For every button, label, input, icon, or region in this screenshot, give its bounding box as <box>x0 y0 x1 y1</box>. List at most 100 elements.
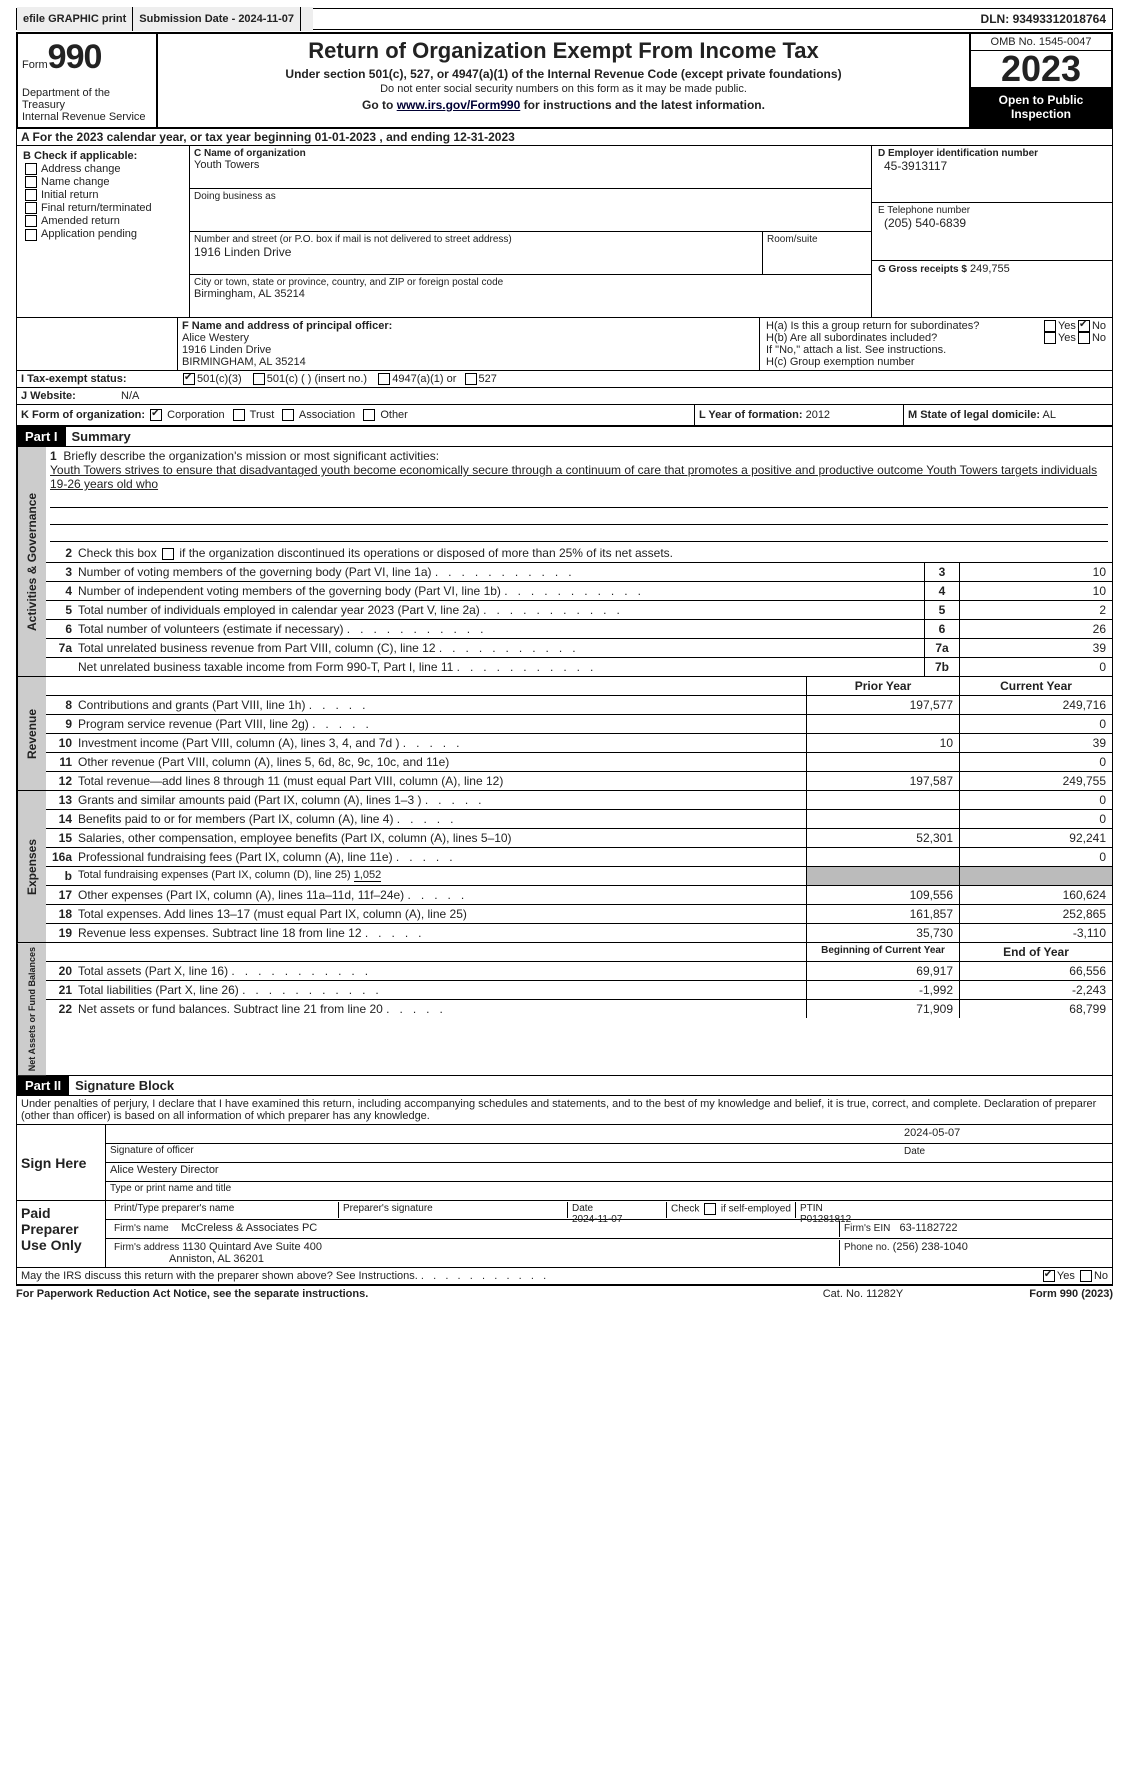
cb-name-change[interactable] <box>25 176 37 188</box>
submission-date: Submission Date - 2024-11-07 <box>133 7 301 31</box>
form-header: Form990 Department of the Treasury Inter… <box>16 32 1113 129</box>
c9: 0 <box>959 715 1112 733</box>
p9 <box>806 715 959 733</box>
vtab-ag: Activities & Governance <box>17 447 46 676</box>
part1-header: Part I <box>17 427 66 446</box>
vtab-revenue: Revenue <box>17 677 46 790</box>
form-990-page: efile GRAPHIC print Submission Date - 20… <box>0 0 1129 1310</box>
c13: 0 <box>959 791 1112 809</box>
firm-ein: 63-1182722 <box>900 1222 958 1234</box>
form-subtitle: Under section 501(c), 527, or 4947(a)(1)… <box>164 67 963 81</box>
officer-name: Alice Westery <box>182 332 755 344</box>
firm-name: McCreless & Associates PC <box>181 1222 317 1234</box>
section-klm: K Form of organization: Corporation Trus… <box>16 405 1113 426</box>
cb-hb-no[interactable] <box>1078 332 1090 344</box>
officer-sig-date: 2024-05-07 <box>900 1126 1108 1142</box>
cb-amended-return[interactable] <box>25 215 37 227</box>
p18: 161,857 <box>806 905 959 923</box>
cb-4947[interactable] <box>378 373 390 385</box>
activities-governance: Activities & Governance 1 Briefly descri… <box>16 447 1113 677</box>
paperwork-notice: For Paperwork Reduction Act Notice, see … <box>16 1288 773 1300</box>
form-footer-id: Form 990 (2023) <box>953 1288 1113 1300</box>
firm-phone: (256) 238-1040 <box>893 1241 968 1253</box>
c12: 249,755 <box>959 772 1112 790</box>
officer-street: 1916 Linden Drive <box>182 344 755 356</box>
cb-501c[interactable] <box>253 373 265 385</box>
city-state-zip: Birmingham, AL 35214 <box>194 288 867 300</box>
topbar: efile GRAPHIC print Submission Date - 20… <box>16 8 1113 30</box>
paid-preparer-label: Paid Preparer Use Only <box>17 1201 106 1267</box>
signature-block: Under penalties of perjury, I declare th… <box>16 1096 1113 1285</box>
cb-trust[interactable] <box>233 409 245 421</box>
open-to-public: Open to Public Inspection <box>971 87 1111 127</box>
c20: 66,556 <box>959 962 1112 980</box>
dln: DLN: 93493312018764 <box>981 12 1112 26</box>
dept-treasury: Department of the Treasury <box>22 87 152 111</box>
ein: 45-3913117 <box>878 159 1106 173</box>
part2-title: Signature Block <box>69 1076 180 1095</box>
p21: -1,992 <box>806 981 959 999</box>
catalog-number: Cat. No. 11282Y <box>773 1288 953 1300</box>
irs-link[interactable]: www.irs.gov/Form990 <box>397 98 521 112</box>
vtab-expenses: Expenses <box>17 791 46 942</box>
cb-ha-no[interactable] <box>1078 320 1090 332</box>
v6: 26 <box>959 620 1112 638</box>
v3: 10 <box>959 563 1112 581</box>
p14 <box>806 810 959 828</box>
c18: 252,865 <box>959 905 1112 923</box>
street-address: 1916 Linden Drive <box>194 245 758 259</box>
box-c: C Name of organization Youth Towers Doin… <box>190 146 872 317</box>
cb-association[interactable] <box>282 409 294 421</box>
topbar-blank <box>301 7 313 31</box>
part2-header: Part II <box>17 1076 69 1095</box>
c16a: 0 <box>959 848 1112 866</box>
c10: 39 <box>959 734 1112 752</box>
tax-year: 2023 <box>971 51 1111 87</box>
p22: 71,909 <box>806 1000 959 1018</box>
cb-application-pending[interactable] <box>25 229 37 241</box>
box-h: H(a) Is this a group return for subordin… <box>760 318 1112 370</box>
p19: 35,730 <box>806 924 959 942</box>
page-footer: For Paperwork Reduction Act Notice, see … <box>16 1285 1113 1302</box>
box-f: F Name and address of principal officer:… <box>178 318 760 370</box>
form-label: Form <box>22 59 48 71</box>
cb-discontinued[interactable] <box>162 548 174 560</box>
p20: 69,917 <box>806 962 959 980</box>
cb-other[interactable] <box>363 409 375 421</box>
cb-ha-yes[interactable] <box>1044 320 1056 332</box>
cb-hb-yes[interactable] <box>1044 332 1056 344</box>
firm-address1: 1130 Quintard Ave Suite 400 <box>182 1241 322 1253</box>
p10: 10 <box>806 734 959 752</box>
form-ssn-note: Do not enter social security numbers on … <box>164 83 963 95</box>
p11 <box>806 753 959 771</box>
sign-here-label: Sign Here <box>17 1125 106 1200</box>
cb-501c3[interactable] <box>183 373 195 385</box>
section-bcd: B Check if applicable: Address change Na… <box>16 146 1113 318</box>
efile-print-button[interactable]: efile GRAPHIC print <box>17 7 133 31</box>
cb-discuss-yes[interactable] <box>1043 1270 1055 1282</box>
cb-discuss-no[interactable] <box>1080 1270 1092 1282</box>
org-name: Youth Towers <box>194 159 867 171</box>
v5: 2 <box>959 601 1112 619</box>
part1-title: Summary <box>66 427 137 446</box>
section-f-h: F Name and address of principal officer:… <box>16 318 1113 371</box>
cb-corporation[interactable] <box>150 409 162 421</box>
cb-self-employed[interactable] <box>704 1203 716 1215</box>
box-b: B Check if applicable: Address change Na… <box>17 146 190 317</box>
cb-final-return[interactable] <box>25 202 37 214</box>
cb-527[interactable] <box>465 373 477 385</box>
net-assets-section: Net Assets or Fund Balances Beginning of… <box>16 943 1113 1076</box>
p12: 197,587 <box>806 772 959 790</box>
p17: 109,556 <box>806 886 959 904</box>
c17: 160,624 <box>959 886 1112 904</box>
revenue-section: Revenue Prior YearCurrent Year 8Contribu… <box>16 677 1113 791</box>
telephone: (205) 540-6839 <box>878 216 1106 230</box>
form-goto: Go to www.irs.gov/Form990 for instructio… <box>164 98 963 112</box>
c15: 92,241 <box>959 829 1112 847</box>
cb-initial-return[interactable] <box>25 189 37 201</box>
c21: -2,243 <box>959 981 1112 999</box>
p16a <box>806 848 959 866</box>
cb-address-change[interactable] <box>25 163 37 175</box>
c14: 0 <box>959 810 1112 828</box>
officer-city: BIRMINGHAM, AL 35214 <box>182 356 755 368</box>
